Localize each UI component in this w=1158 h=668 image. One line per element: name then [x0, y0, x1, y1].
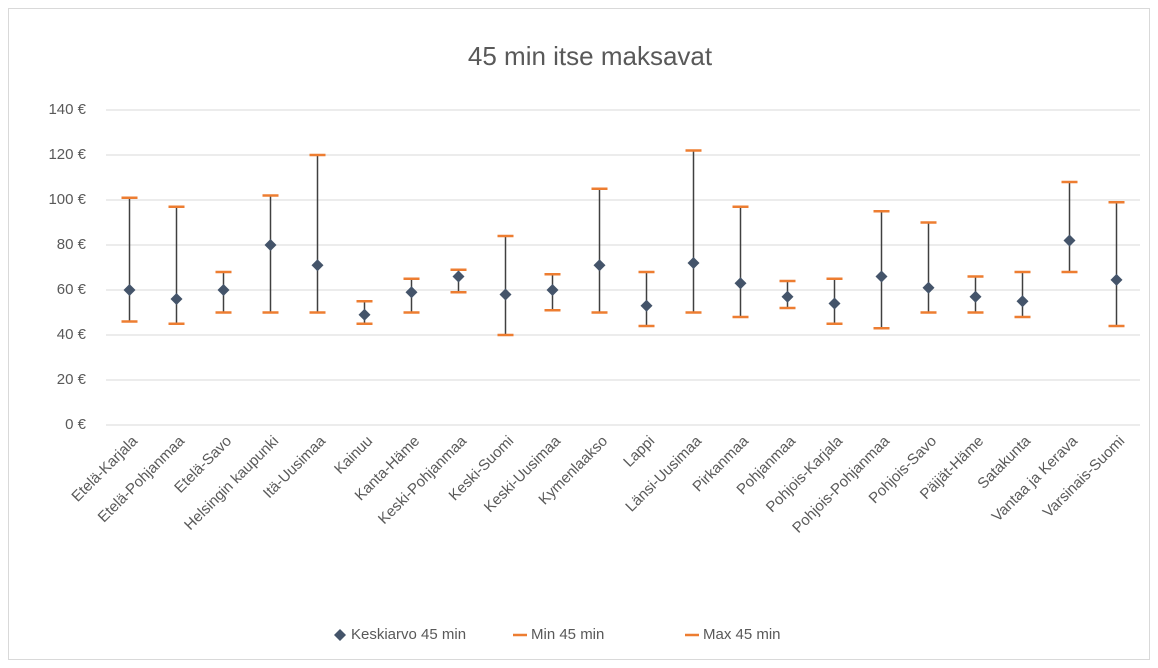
mean-marker — [687, 257, 700, 269]
y-tick-label: 100 € — [48, 191, 86, 208]
mean-marker — [452, 270, 465, 283]
mean-marker — [1110, 273, 1123, 286]
mean-marker — [640, 299, 653, 312]
y-tick-label: 140 € — [48, 101, 86, 118]
mean-marker — [781, 290, 794, 303]
mean-marker — [875, 270, 888, 283]
mean-marker — [123, 284, 136, 296]
legend-label: Keskiarvo 45 min — [351, 626, 466, 643]
mean-marker — [922, 281, 935, 294]
legend-label: Max 45 min — [703, 626, 781, 643]
mean-marker — [1016, 295, 1029, 308]
mean-marker — [828, 297, 841, 310]
y-tick-label: 60 € — [57, 281, 87, 298]
mean-marker — [170, 293, 183, 305]
y-tick-label: 40 € — [57, 326, 87, 343]
mean-marker — [969, 290, 982, 303]
mean-marker — [358, 308, 371, 321]
chart-title: 45 min itse maksavat — [468, 41, 713, 71]
mean-marker — [405, 286, 418, 299]
mean-marker — [734, 277, 747, 290]
mean-marker — [264, 239, 277, 251]
mean-marker — [1063, 234, 1076, 247]
y-tick-label: 120 € — [48, 146, 86, 163]
mean-marker — [217, 284, 230, 296]
legend-label: Min 45 min — [531, 626, 604, 643]
mean-marker — [593, 259, 606, 272]
mean-marker — [546, 284, 559, 296]
y-tick-label: 0 € — [65, 416, 87, 433]
y-tick-label: 80 € — [57, 236, 87, 253]
y-tick-label: 20 € — [57, 371, 87, 388]
legend-marker — [334, 629, 346, 641]
mean-marker — [499, 288, 512, 301]
chart-border — [8, 8, 1150, 660]
mean-marker — [311, 259, 324, 272]
